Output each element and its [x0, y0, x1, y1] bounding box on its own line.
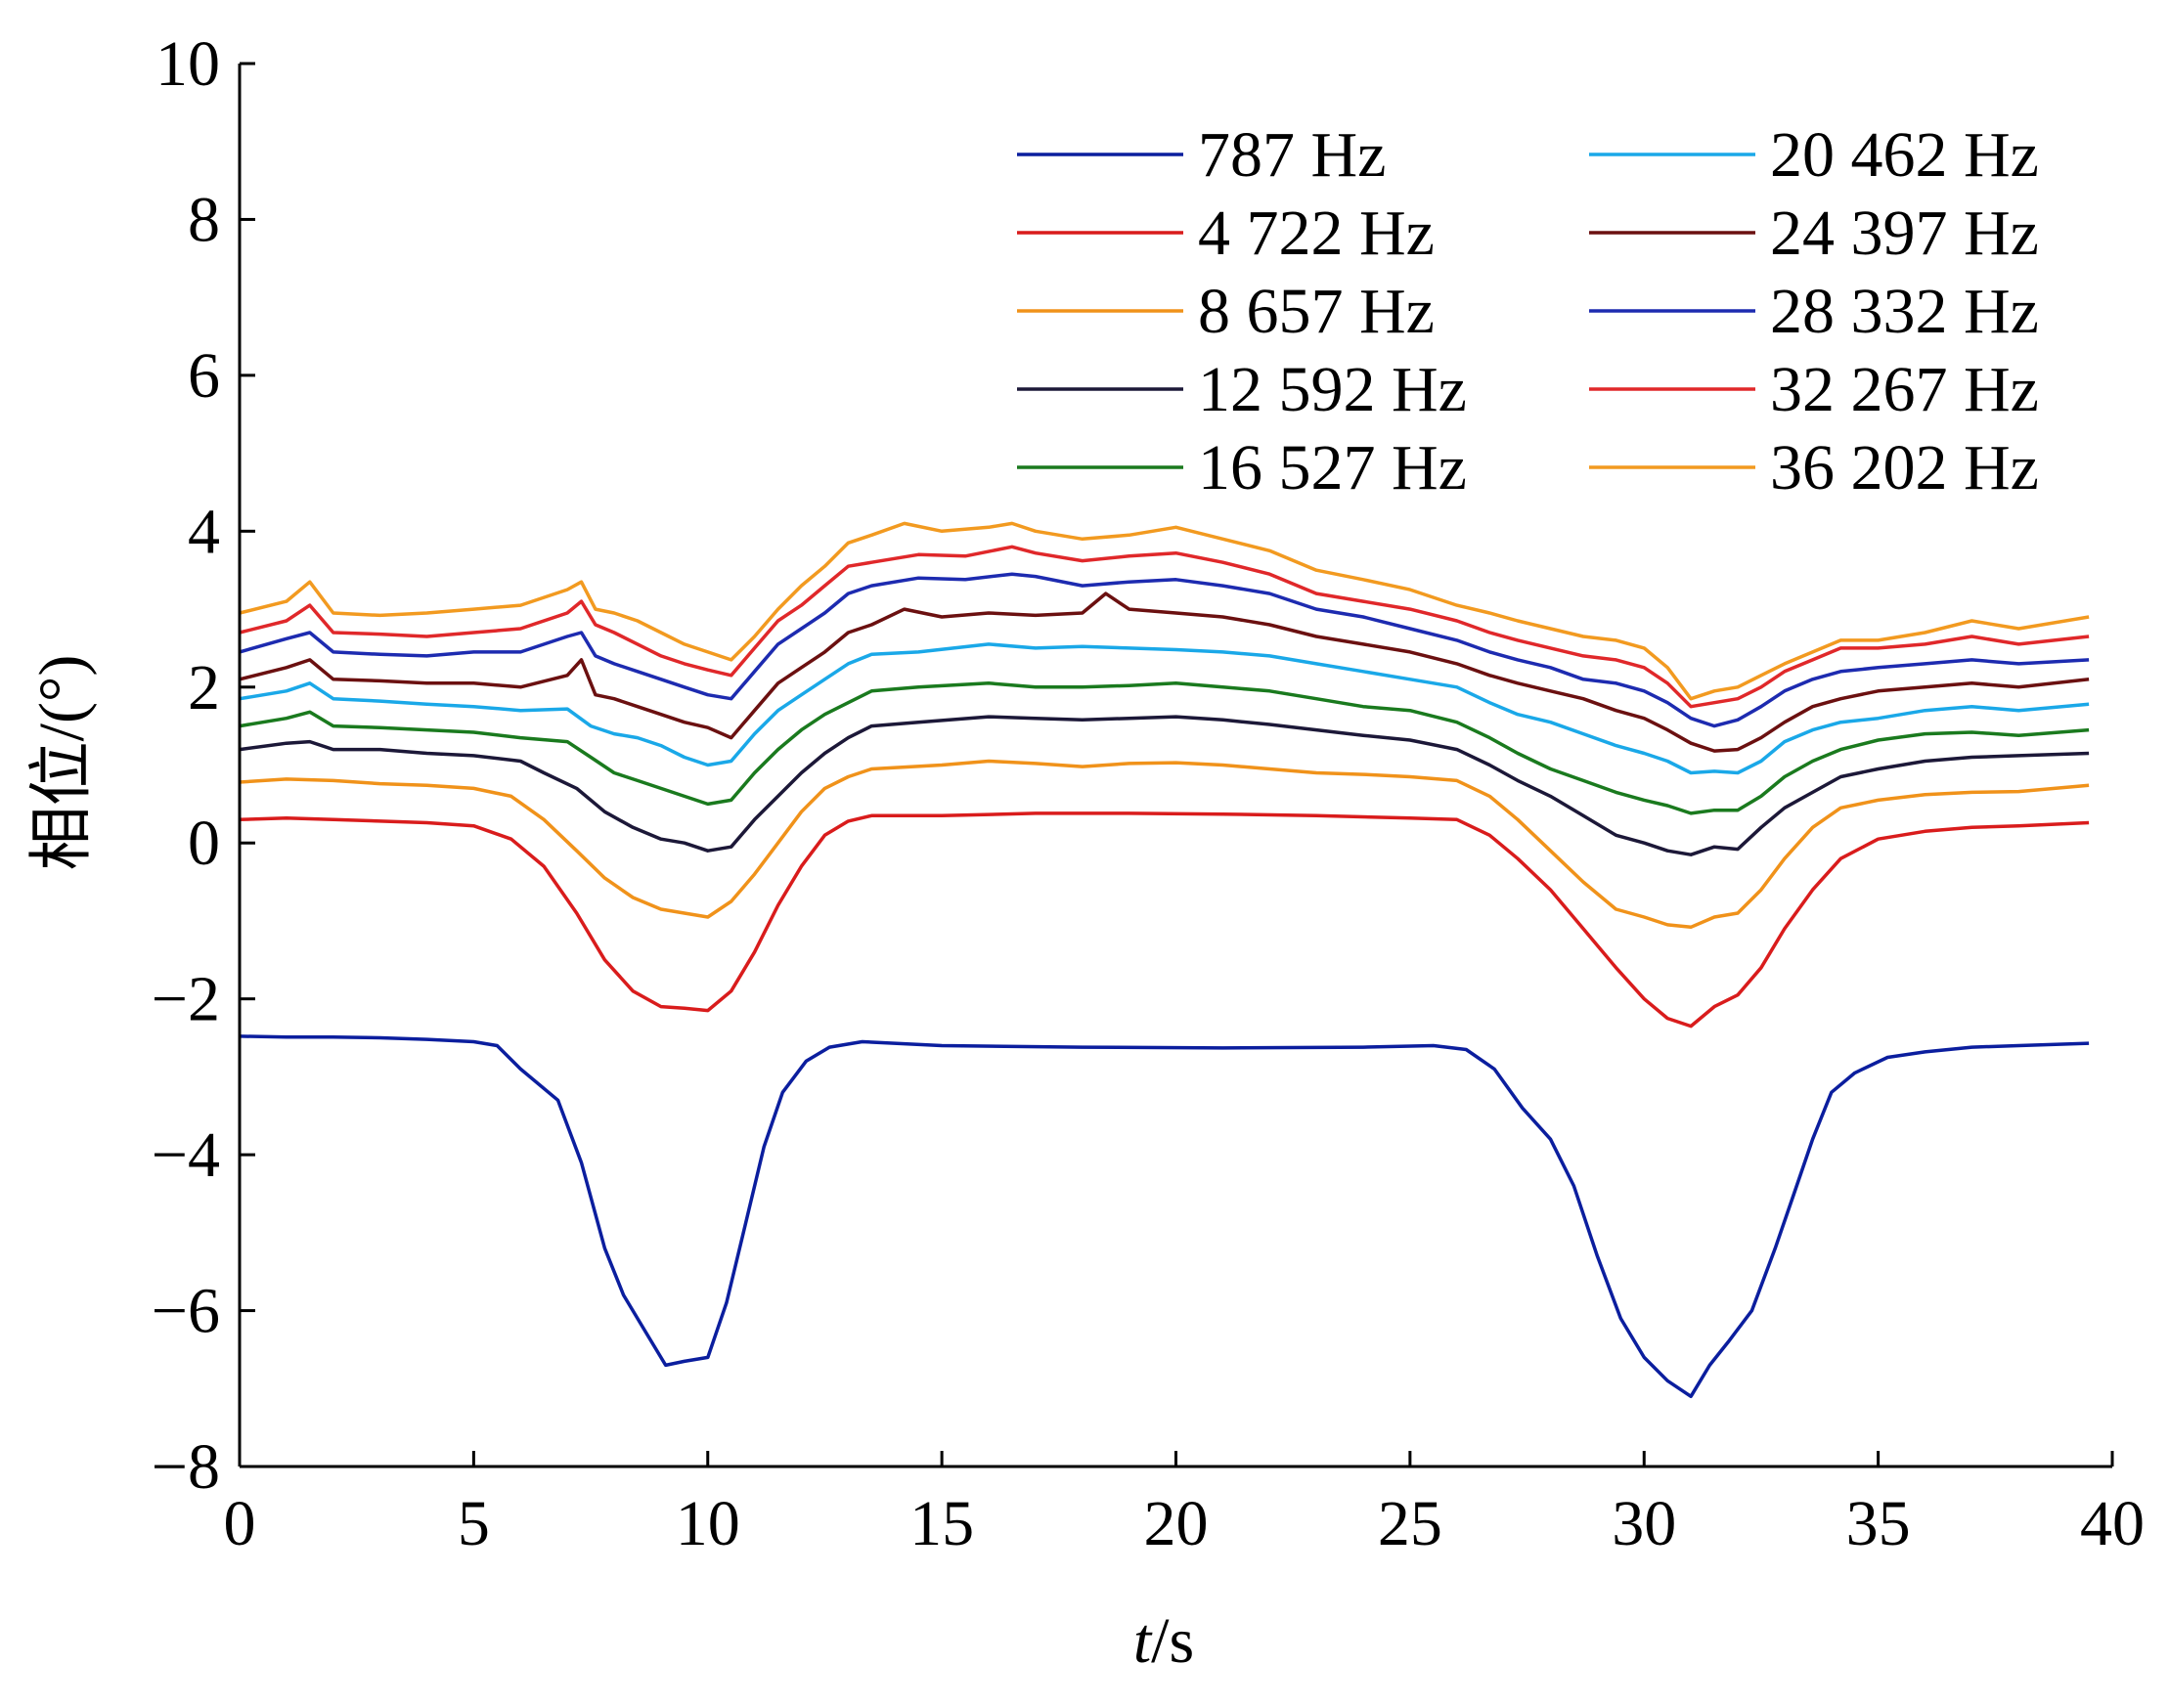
y-tick-label: 6: [188, 340, 220, 412]
y-tick-label: −2: [152, 964, 220, 1035]
legend-label-6: 24 397 Hz: [1770, 197, 2039, 269]
series-line-7: [239, 572, 2090, 728]
legend-label-0: 787 Hz: [1198, 119, 1386, 191]
x-tick-label: 35: [1846, 1488, 1911, 1559]
legend-label-1: 4 722 Hz: [1198, 197, 1435, 269]
x-axis-title-unit: /s: [1151, 1605, 1194, 1677]
series-line-0: [239, 1034, 2090, 1399]
y-tick-label: −8: [152, 1431, 220, 1503]
y-tick-label: 4: [188, 496, 220, 567]
x-tick-label: 15: [909, 1488, 974, 1559]
y-tick-label: 0: [188, 808, 220, 879]
series-line-4: [239, 681, 2090, 815]
legend-label-9: 36 202 Hz: [1770, 432, 2039, 504]
x-tick-label: 25: [1378, 1488, 1442, 1559]
series-line-9: [239, 521, 2090, 701]
x-axis-title-var: t: [1133, 1605, 1153, 1677]
x-tick-label: 30: [1612, 1488, 1676, 1559]
series-line-6: [239, 591, 2090, 753]
y-tick-label: −6: [152, 1276, 220, 1347]
series-line-1: [239, 811, 2090, 1029]
y-tick-label: 10: [155, 28, 220, 100]
legend-label-5: 20 462 Hz: [1770, 119, 2039, 191]
x-tick-label: 5: [458, 1488, 490, 1559]
x-axis-title: t/s: [1133, 1605, 1194, 1677]
series-line-5: [239, 642, 2090, 775]
series-line-2: [239, 759, 2090, 930]
legend-label-4: 16 527 Hz: [1198, 432, 1467, 504]
legend-label-8: 32 267 Hz: [1770, 354, 2039, 425]
series-line-8: [239, 545, 2090, 709]
x-tick-label: 40: [2080, 1488, 2145, 1559]
series-layer: [239, 521, 2090, 1399]
y-axis-title: 相位/(°): [26, 655, 98, 871]
legend-label-7: 28 332 Hz: [1770, 276, 2039, 347]
x-tick-label: 0: [224, 1488, 256, 1559]
series-line-3: [239, 715, 2090, 856]
y-tick-label: −4: [152, 1119, 220, 1191]
x-tick-label: 20: [1144, 1488, 1209, 1559]
y-tick-label: 2: [188, 652, 220, 723]
legend-label-2: 8 657 Hz: [1198, 276, 1435, 347]
legend-label-3: 12 592 Hz: [1198, 354, 1467, 425]
x-tick-label: 10: [676, 1488, 740, 1559]
y-tick-label: 8: [188, 184, 220, 255]
axes-layer: 0 5 10 15 20 25 30 35 40 −8 −6 −4 −2 0 2 4 6 8 10: [152, 28, 2145, 1559]
